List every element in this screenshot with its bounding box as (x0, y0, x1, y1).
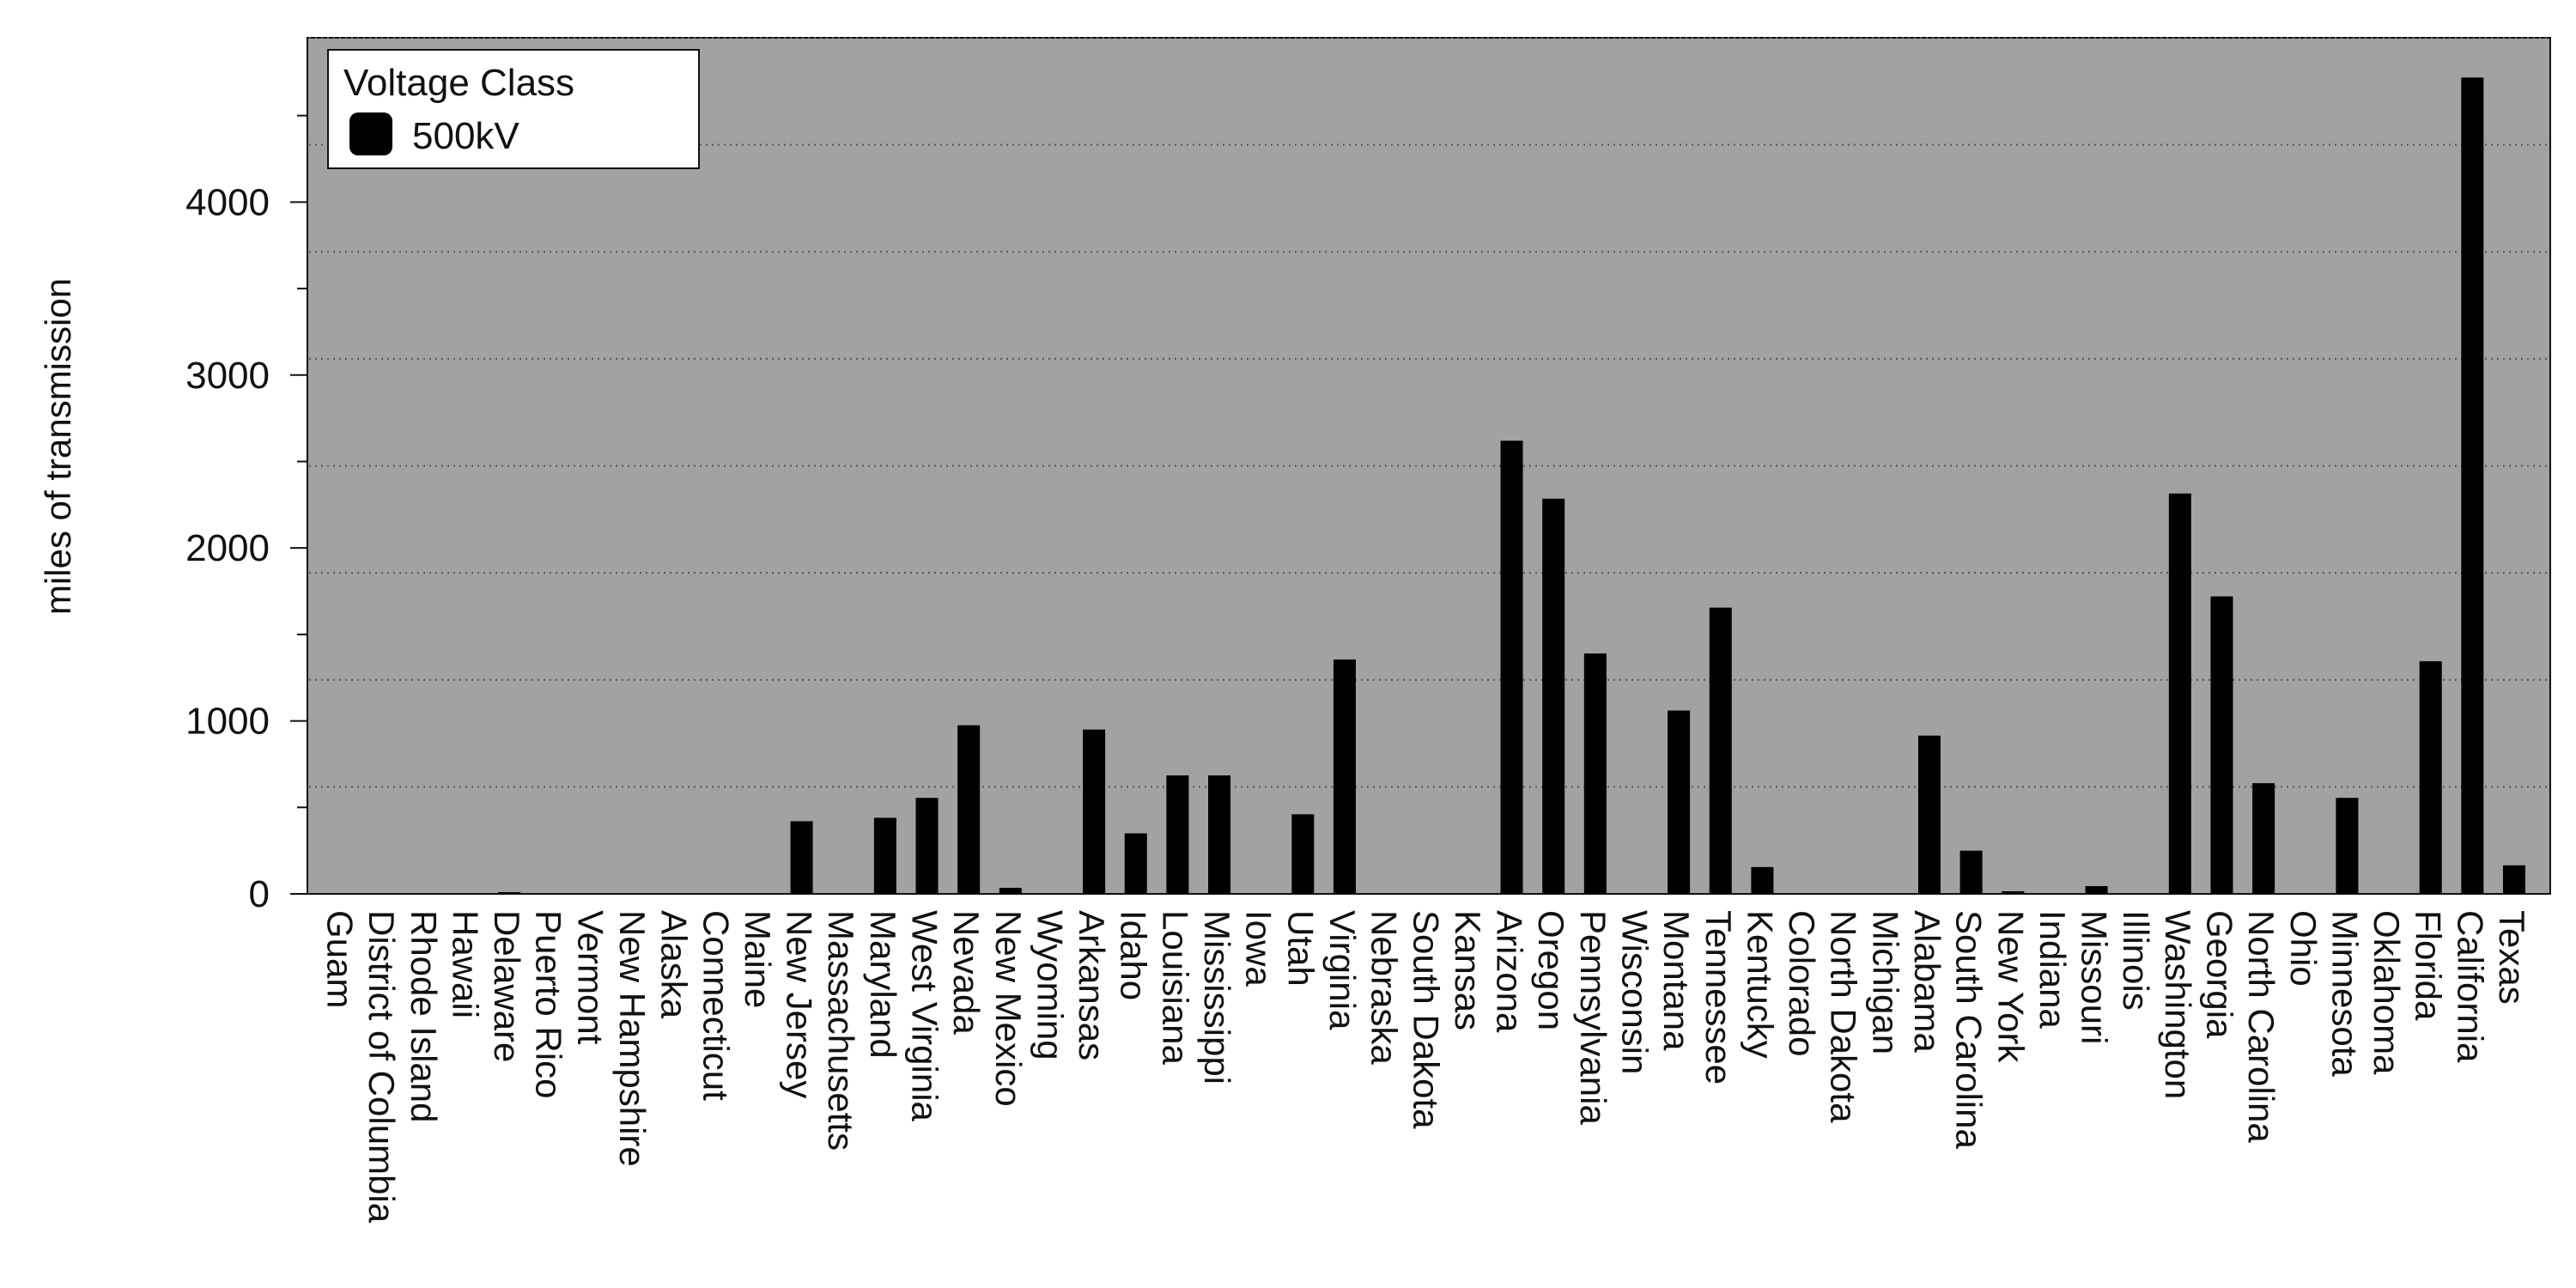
x-tick-label: Guam (320, 910, 361, 1008)
x-axis-labels: Guam District of Columbia Rhode Island Hawa… (320, 910, 2533, 1224)
bar-kentucky (1751, 866, 1774, 894)
x-tick-label: Tennessee (1698, 910, 1739, 1084)
x-tick-label: Ohio (2283, 910, 2324, 987)
bar-pennsylvania (1583, 653, 1607, 894)
x-tick-label: North Carolina (2241, 910, 2281, 1143)
x-tick-label: Georgia (2199, 910, 2239, 1039)
bar-georgia (2210, 596, 2233, 894)
bar-alabama (1917, 735, 1941, 894)
x-tick-label: Iowa (1239, 910, 1279, 987)
x-tick-label: Washington (2158, 910, 2198, 1099)
x-tick-label: Arkansas (1072, 910, 1112, 1060)
bar-new-mexico (999, 887, 1022, 894)
x-tick-label: Minnesota (2324, 910, 2365, 1077)
x-tick-label: Montana (1656, 910, 1697, 1051)
bar-virginia (1333, 659, 1356, 894)
x-tick-label: Nebraska (1364, 910, 1405, 1065)
legend-swatch-500kv (349, 112, 392, 155)
bar-missouri (2085, 885, 2108, 894)
x-tick-label: Kentucky (1740, 910, 1780, 1059)
x-tick-label: Utah (1280, 910, 1321, 987)
x-tick-label: New Mexico (988, 910, 1029, 1107)
x-tick-label: Connecticut (696, 910, 736, 1101)
bar-nevada (957, 725, 981, 894)
x-tick-label: Alaska (654, 910, 695, 1019)
x-tick-label: Hawaii (445, 910, 485, 1018)
y-tick-label: 2000 (185, 527, 270, 569)
x-tick-label: New York (1990, 910, 2031, 1063)
bar-montana (1668, 710, 1691, 894)
x-tick-label: Missouri (2075, 910, 2115, 1044)
x-tick-label: Idaho (1114, 910, 1154, 1000)
bar-arkansas (1083, 729, 1106, 894)
x-tick-label: Illinois (2116, 910, 2156, 1011)
bars (498, 77, 2525, 894)
x-tick-label: Maine (738, 910, 778, 1008)
x-tick-label: South Dakota (1406, 910, 1446, 1129)
x-tick-label: California (2450, 910, 2490, 1063)
bar-tennessee (1709, 607, 1732, 894)
x-tick-label: Vermont (570, 910, 611, 1045)
x-tick-label: South Carolina (1949, 910, 1990, 1149)
x-tick-label: Puerto Rico (529, 910, 569, 1098)
x-tick-label: Maryland (863, 910, 903, 1059)
x-tick-label: Nevada (946, 910, 987, 1035)
bar-california (2461, 77, 2484, 894)
x-tick-label: Pennsylvania (1573, 910, 1613, 1125)
bar-minnesota (2336, 798, 2359, 894)
x-tick-label: Wisconsin (1614, 910, 1655, 1074)
x-tick-label: Massachusetts (821, 910, 861, 1151)
bar-north-carolina (2252, 783, 2275, 894)
y-tick-label: 1000 (185, 701, 270, 743)
x-tick-label: Michigan (1865, 910, 1905, 1054)
bar-oregon (1542, 498, 1565, 894)
legend-entry-500kv: 500kV (412, 115, 519, 157)
x-tick-label: Delaware (487, 910, 527, 1062)
x-tick-label: Louisiana (1155, 910, 1195, 1065)
bar-mississippi (1208, 775, 1231, 894)
x-tick-label: Rhode Island (404, 910, 444, 1123)
bar-idaho (1124, 833, 1147, 894)
bar-florida (2419, 661, 2442, 894)
bar-maryland (873, 817, 896, 894)
x-tick-label: District of Columbia (361, 910, 402, 1224)
y-axis-label: miles of transmission (38, 278, 78, 615)
bar-texas (2503, 865, 2525, 894)
x-tick-label: Virginia (1322, 910, 1363, 1030)
y-tick-label: 3000 (185, 355, 270, 397)
x-tick-label: West Virginia (905, 910, 945, 1122)
x-tick-label: Alabama (1907, 910, 1947, 1053)
x-tick-label: New Hampshire (612, 910, 653, 1167)
x-tick-label: Mississippi (1197, 910, 1237, 1084)
x-tick-label: North Dakota (1824, 910, 1864, 1123)
x-tick-label: Oregon (1531, 910, 1571, 1030)
bar-south-carolina (1959, 850, 1983, 894)
x-tick-label: Arizona (1490, 910, 1530, 1033)
bar-new-york (2002, 890, 2025, 894)
y-axis: 0 1000 2000 3000 4000 (185, 114, 307, 915)
bar-arizona (1500, 440, 1523, 894)
bar-west-virginia (915, 798, 939, 894)
x-tick-label: Kansas (1448, 910, 1488, 1030)
bar-delaware (498, 891, 521, 894)
y-tick-label: 0 (249, 873, 270, 915)
x-tick-label: Indiana (2032, 910, 2073, 1029)
bar-new-jersey (790, 821, 813, 894)
legend-title: Voltage Class (343, 62, 574, 104)
bar-utah (1291, 814, 1315, 894)
x-tick-label: Florida (2409, 910, 2449, 1021)
x-tick-label: New Jersey (780, 910, 820, 1098)
x-tick-label: Oklahoma (2366, 910, 2407, 1075)
x-tick-label: Wyoming (1030, 910, 1070, 1060)
legend: Voltage Class 500kV (327, 49, 700, 169)
bar-louisiana (1166, 775, 1189, 894)
x-tick-label: Texas (2492, 910, 2532, 1005)
x-tick-label: Colorado (1782, 910, 1822, 1056)
y-tick-label: 4000 (185, 181, 270, 223)
bar-washington (2168, 493, 2191, 894)
